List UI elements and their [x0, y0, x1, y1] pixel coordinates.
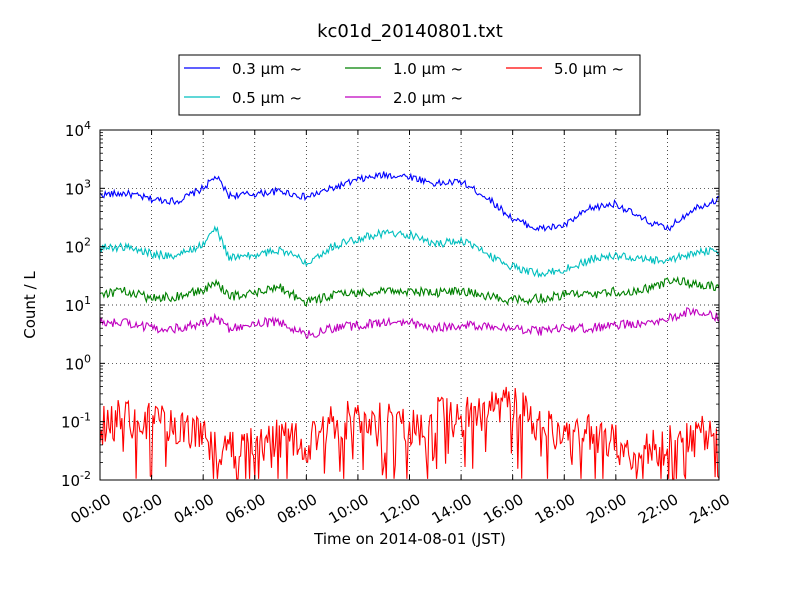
y-tick-label: 104	[65, 119, 91, 140]
legend-box	[178, 54, 641, 116]
series-layer	[99, 171, 720, 480]
series-line	[99, 225, 720, 279]
y-tick-label: 101	[65, 294, 91, 315]
chart-title: kc01d_20140801.txt	[317, 21, 503, 42]
y-tick-label: 103	[65, 177, 91, 198]
y-tick-label: 10-2	[61, 469, 91, 490]
y-tick-label: 10-1	[61, 411, 91, 432]
y-tick-label: 100	[65, 352, 91, 373]
legend-label: 5.0 µm ~	[554, 60, 624, 78]
legend-label: 2.0 µm ~	[393, 89, 463, 107]
series-line	[99, 171, 720, 233]
legend: 0.3 µm ~ 0.5 µm ~ 1.0 µm ~ 2.0 µm ~ 5.0 µm ~	[178, 54, 641, 116]
legend-label: 0.5 µm ~	[232, 89, 302, 107]
series-line	[99, 307, 720, 339]
series-line	[99, 275, 720, 307]
legend-label: 1.0 µm ~	[393, 60, 463, 78]
series-line	[99, 386, 720, 480]
plot-frame	[99, 129, 720, 481]
y-axis-label: Count / L	[21, 271, 39, 339]
legend-label: 0.3 µm ~	[232, 60, 302, 78]
x-axis-label: Time on 2014-08-01 (JST)	[313, 530, 506, 548]
y-tick-label: 102	[65, 236, 91, 257]
